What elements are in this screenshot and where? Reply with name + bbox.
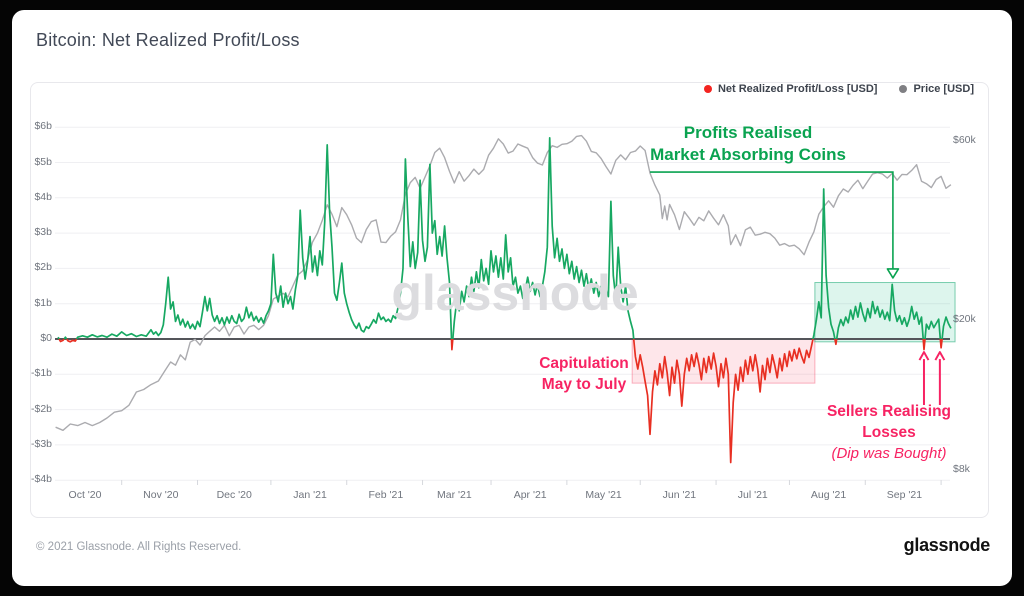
glassnode-logo: glassnode — [903, 535, 991, 555]
legend-dot-gray-icon — [899, 85, 908, 93]
legend-label: Price [USD] — [913, 83, 974, 95]
chart-card-background — [12, 10, 1012, 586]
legend-item-price[interactable]: Price [USD] — [899, 83, 974, 95]
legend-label: Net Realized Profit/Loss [USD] — [717, 83, 878, 95]
legend-dot-red-icon — [703, 85, 712, 93]
footer-copyright: © 2021 Glassnode. All Rights Reserved. — [36, 541, 242, 553]
chart-panel — [30, 82, 989, 518]
chart-plot-area[interactable] — [30, 82, 989, 518]
legend-item-net-realized-profit-loss[interactable]: Net Realized Profit/Loss [USD] — [703, 83, 878, 95]
chart-legend: Net Realized Profit/Loss [USD] Price [US… — [703, 83, 974, 95]
page-title: Bitcoin: Net Realized Profit/Loss — [36, 30, 300, 50]
